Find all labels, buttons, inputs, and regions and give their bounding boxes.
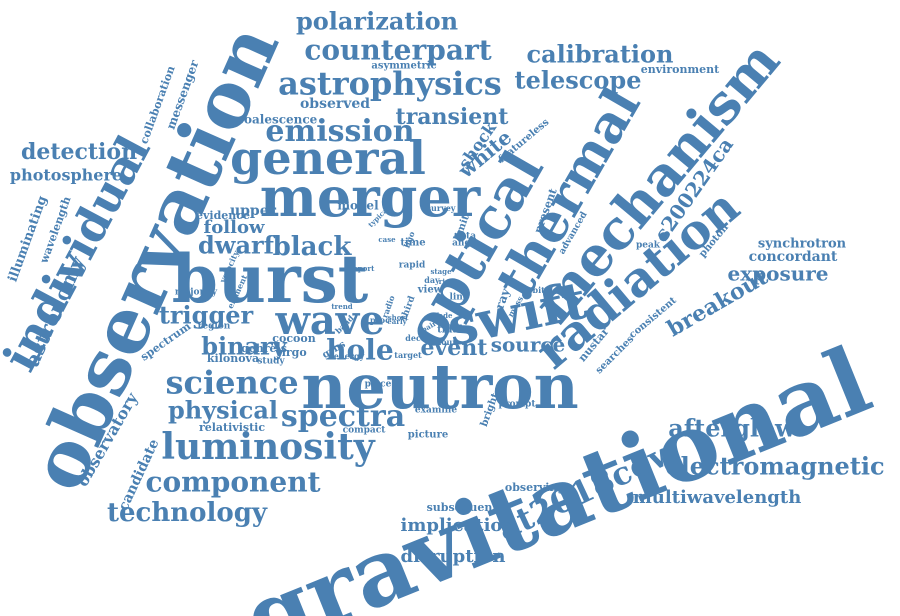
word-rise: rise (439, 277, 454, 286)
word-upper: upper (230, 203, 277, 219)
word-examine: examine (415, 406, 457, 416)
word-science: science (165, 364, 298, 402)
word-energy: energy (334, 351, 365, 361)
word-transient: transient (396, 104, 510, 130)
word-calibration: calibration (526, 40, 673, 69)
word-decay: decay (405, 333, 431, 343)
word-place: place (365, 380, 392, 390)
word-proc: proc (370, 315, 390, 325)
word-polarization: polarization (296, 7, 458, 36)
word-hour: hour (435, 337, 457, 347)
word-wave: wave (274, 297, 384, 344)
word-source: source (491, 333, 566, 357)
word-observing: observing (505, 481, 566, 494)
word-survey: survey (427, 203, 456, 213)
word-detection: detection (21, 139, 137, 165)
word-binary: binary (201, 332, 288, 361)
word-astrophysics: astrophysics (278, 65, 502, 103)
word-prompt: prompt (498, 400, 536, 410)
word-synchrotron: synchrotron (758, 237, 847, 252)
word-short: short (388, 313, 409, 322)
word-luminosity: luminosity (161, 426, 375, 468)
word-event: event (421, 335, 489, 361)
word-angle: angle (452, 239, 480, 249)
word-majority: majority (175, 288, 218, 298)
word-black: black (273, 232, 353, 262)
word-general: general (230, 131, 426, 185)
word-multiwavelength: multiwavelength (633, 487, 802, 508)
word-emission: emission (265, 114, 414, 149)
word-neutron: neutron (301, 350, 578, 423)
word-evidence: evidence (196, 209, 250, 222)
word-dwarf: dwarf (198, 231, 276, 260)
word-tidal: tidal (437, 325, 463, 336)
word-stage: stage (430, 267, 452, 276)
word-implication: implication (400, 515, 515, 536)
word-concordant: concordant (749, 249, 838, 265)
word-exposure: exposure (727, 262, 828, 286)
word-peak: peak (636, 241, 661, 251)
word-observed: observed (300, 96, 370, 112)
word-photosphere: photosphere (10, 166, 122, 185)
word-component: component (145, 466, 320, 499)
word-view: view (417, 285, 443, 296)
word-merger: merger (260, 165, 481, 229)
word-region: region (198, 322, 231, 332)
word-disruption: disruption (401, 546, 506, 567)
word-electromagnetic: electromagnetic (665, 452, 884, 481)
word-kilonova: kilonova (207, 352, 259, 365)
word-model: model (337, 199, 379, 213)
word-case: case (378, 235, 396, 244)
word-gehrels: gehrels (241, 342, 287, 355)
word-day: day (424, 275, 440, 285)
word-environment: environment (641, 63, 720, 76)
word-rapid: rapid (399, 261, 426, 271)
word-study: study (257, 357, 285, 367)
word-cocoon: cocoon (272, 332, 315, 345)
word-picture: picture (408, 430, 448, 441)
word-compact: compact (343, 426, 387, 436)
word-orbital: orbital (523, 285, 553, 295)
word-spectra: spectra (281, 399, 405, 434)
word-subsequent: subsequent (427, 501, 499, 514)
word-follow: follow (204, 217, 265, 238)
word-physical: physical (168, 396, 278, 425)
word-burst: burst (172, 240, 369, 318)
word-afterglow: afterglow (668, 414, 797, 443)
word-data: data (454, 232, 476, 242)
word-report: report (350, 264, 375, 273)
word-hole: hole (326, 334, 393, 367)
word-counterpart: counterpart (304, 34, 491, 67)
word-trigger: trigger (159, 301, 254, 330)
word-relativistic: relativistic (199, 421, 265, 434)
word-trend: trend (331, 302, 352, 311)
word-telescope: telescope (515, 66, 642, 95)
word-time: time (400, 238, 425, 249)
word-technology: technology (107, 498, 268, 528)
word-coalescence: coalescence (237, 113, 318, 127)
word-virgo: virgo (274, 346, 306, 359)
word-line: line (449, 293, 468, 303)
word-asymmetric: asymmetric (371, 61, 436, 72)
word-target: target (394, 350, 422, 360)
word-early: early (387, 317, 407, 326)
word-fade: fade (436, 311, 453, 320)
